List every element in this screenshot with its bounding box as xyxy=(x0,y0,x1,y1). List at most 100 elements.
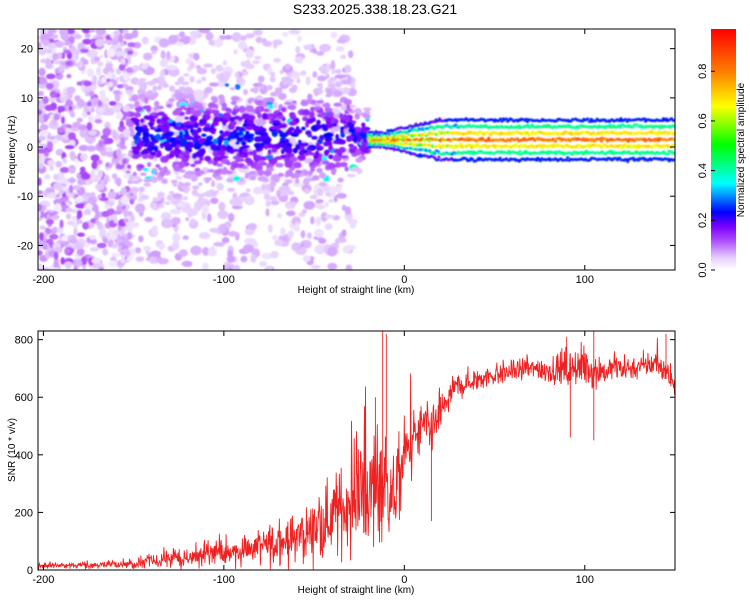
spectrogram-cell xyxy=(288,79,293,87)
spectrogram-cell xyxy=(108,163,113,168)
spectrogram-cell xyxy=(155,133,161,141)
spectrogram-cell xyxy=(151,50,158,55)
spectrogram-cell xyxy=(234,83,241,90)
spectrogram-cell xyxy=(186,103,195,108)
spectrogram-cell xyxy=(68,132,76,140)
spectrogram-cell xyxy=(65,207,74,213)
spectrogram-cell xyxy=(314,89,319,97)
spectrogram-cell xyxy=(83,80,92,87)
spectrogram-cell xyxy=(355,157,363,163)
spectrogram-cell xyxy=(334,69,342,74)
spectrogram-cell xyxy=(232,175,241,182)
spectrogram-cell xyxy=(189,114,199,122)
spectrogram-cell xyxy=(315,216,322,227)
spectrogram-cell xyxy=(252,29,264,36)
spectrogram-cell xyxy=(320,212,328,222)
spectrogram-cell xyxy=(348,50,354,59)
spectrogram-cell xyxy=(635,123,639,127)
spectrogram-cell xyxy=(59,167,70,173)
spectrogram-cell xyxy=(192,89,204,100)
spectrogram-cell xyxy=(49,233,59,240)
colorbar-tick-label: 0.6 xyxy=(697,113,709,128)
spectrogram-cell xyxy=(519,125,523,129)
spectrogram-cell xyxy=(196,79,202,84)
spectrogram-cell xyxy=(265,200,271,207)
spectrogram-cell xyxy=(643,157,648,161)
spectrogram-cell xyxy=(277,130,284,134)
spectrogram-cell xyxy=(174,115,184,124)
spectrogram-cell xyxy=(287,230,294,239)
spectrogram-cell xyxy=(274,239,284,247)
spectrogram-cell xyxy=(226,255,236,263)
spectrogram-cell xyxy=(109,32,115,39)
spectrogram-cell xyxy=(86,68,94,77)
spectrogram-cell xyxy=(215,64,224,72)
spectrogram-cell xyxy=(56,126,66,133)
spectrogram-cell xyxy=(343,123,349,129)
spectrogram-cell xyxy=(131,29,139,39)
spectrogram-cell xyxy=(126,164,132,169)
spectrogram-cell xyxy=(164,201,171,206)
spectrogram-cell xyxy=(123,33,135,40)
spectrogram-cell xyxy=(671,137,675,141)
spectrogram-cell xyxy=(564,125,568,128)
spectrogram-cell xyxy=(262,40,273,47)
spectrogram-cell xyxy=(57,105,66,113)
spectrogram-cell xyxy=(618,125,623,129)
spectrogram-cell xyxy=(199,118,207,125)
spectrogram-cell xyxy=(415,143,419,147)
spectrogram-cell xyxy=(173,165,181,172)
spectrogram-cell xyxy=(624,158,628,161)
spectrogram-cell xyxy=(229,87,236,91)
spectrogram-cell xyxy=(150,151,156,156)
spectrogram-cell xyxy=(96,106,106,114)
spectrogram-cell xyxy=(242,70,249,76)
spectrogram-cell xyxy=(187,172,194,177)
spectrogram-cell xyxy=(470,146,474,150)
spectrogram-cell xyxy=(83,86,91,93)
spectrogram-cell xyxy=(361,127,369,132)
spectrogram-cell xyxy=(301,126,306,131)
spectrogram-cell xyxy=(289,153,295,158)
spectrogram-cell xyxy=(86,111,91,116)
colorbar-ticks: 0.0 0.2 0.4 0.6 0.8 xyxy=(697,64,715,278)
spectrogram-cell xyxy=(100,180,105,186)
spectrogram-cell xyxy=(324,201,329,208)
spectrogram-cell xyxy=(217,138,222,146)
spectrogram-cell xyxy=(164,144,173,152)
spectrogram-cell xyxy=(144,216,153,223)
spectrogram-cell xyxy=(101,192,106,198)
spectrogram-cell xyxy=(624,143,628,146)
spectrogram-cell xyxy=(227,230,238,237)
spectrogram-cell xyxy=(234,264,241,270)
spectrogram-cell xyxy=(658,119,662,122)
spectrogram-cell xyxy=(46,82,54,90)
spectrogram-cell xyxy=(76,117,83,123)
spectrogram-cell xyxy=(297,35,303,43)
spectrogram-cell xyxy=(95,66,102,76)
spectrogram-cell xyxy=(138,77,147,82)
spectrogram-cell xyxy=(173,108,181,116)
spectrogram-cell xyxy=(344,64,352,74)
spectrogram-cell xyxy=(78,60,83,69)
colorbar-label: Normalized spectral amplitude xyxy=(736,82,747,217)
spectrogram-cell xyxy=(263,108,270,113)
spectrogram-cell xyxy=(296,78,301,84)
spectrogram-cell xyxy=(351,120,357,124)
spectrogram-cell xyxy=(69,45,76,51)
spectrogram-cell xyxy=(316,50,325,56)
spectrogram-cell xyxy=(178,76,185,83)
spectrogram-cell xyxy=(606,132,610,135)
spectrogram-cell xyxy=(337,177,344,183)
spectrogram-cell xyxy=(183,73,190,77)
spectrogram-cell xyxy=(238,41,248,50)
spectrogram-cell xyxy=(317,155,323,162)
spectrogram-cell xyxy=(257,175,267,182)
spectrogram-cell xyxy=(77,178,86,186)
spectrogram-cell xyxy=(395,140,399,144)
spectrogram-cell xyxy=(283,131,292,135)
spectrogram-cell xyxy=(253,136,263,143)
spectrogram-cell xyxy=(45,187,54,194)
spectrogram-cell xyxy=(266,163,273,167)
spectrogram-cell xyxy=(198,232,211,240)
